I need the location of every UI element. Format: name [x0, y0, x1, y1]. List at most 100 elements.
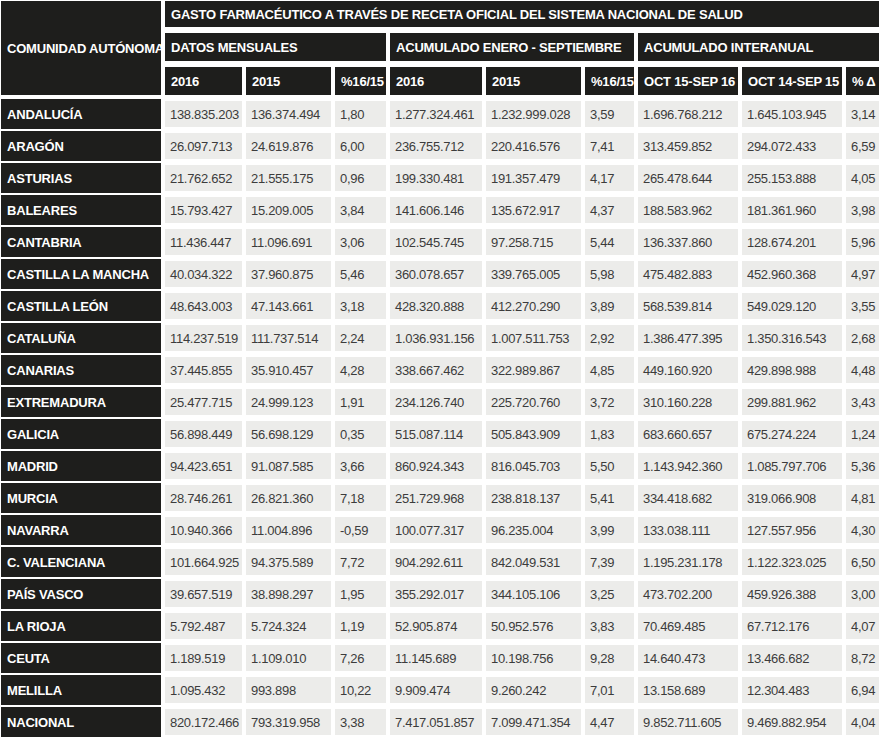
cell: 4,48	[846, 357, 879, 383]
cell: 127.557.956	[742, 517, 842, 543]
cell: 505.843.909	[486, 421, 581, 447]
cell: 339.765.005	[486, 261, 581, 287]
cell: 3,25	[585, 581, 634, 607]
row-label: CASTILLA LEÓN	[1, 291, 161, 321]
cell: 675.274.224	[742, 421, 842, 447]
cell: 5,98	[585, 261, 634, 287]
cell: 14.640.473	[638, 645, 738, 671]
cell: 475.482.883	[638, 261, 738, 287]
cell: 97.258.715	[486, 229, 581, 255]
cell: 1,19	[335, 613, 386, 639]
cell: 322.989.867	[486, 357, 581, 383]
cell: 4,85	[585, 357, 634, 383]
cell: 50.952.576	[486, 613, 581, 639]
cell: 1.189.519	[165, 645, 242, 671]
cell: 683.660.657	[638, 421, 738, 447]
cell: 4,04	[846, 709, 879, 735]
cell: 6,00	[335, 133, 386, 159]
cell: 191.357.479	[486, 165, 581, 191]
cell: 21.762.652	[165, 165, 242, 191]
cell: 3,89	[585, 293, 634, 319]
cell: 9.260.242	[486, 677, 581, 703]
cell: 1,83	[585, 421, 634, 447]
cell: 102.545.745	[390, 229, 482, 255]
cell: 7.099.471.354	[486, 709, 581, 735]
cell: 114.237.519	[165, 325, 242, 351]
cell: 225.720.760	[486, 389, 581, 415]
cell: 3,00	[846, 581, 879, 607]
cell: 1.036.931.156	[390, 325, 482, 351]
cell: 7,72	[335, 549, 386, 575]
cell: 188.583.962	[638, 197, 738, 223]
row-label: CANTABRIA	[1, 227, 161, 257]
cell: 91.087.585	[246, 453, 331, 479]
cell: 1.350.316.543	[742, 325, 842, 351]
table-title: GASTO FARMACÉUTICO A TRAVÉS DE RECETA OF…	[165, 1, 879, 27]
cell: 1.122.323.025	[742, 549, 842, 575]
cell: 4,05	[846, 165, 879, 191]
cell: 355.292.017	[390, 581, 482, 607]
row-label: BALEARES	[1, 195, 161, 225]
cell: 319.066.908	[742, 485, 842, 511]
cell: 128.674.201	[742, 229, 842, 255]
cell: 294.072.433	[742, 133, 842, 159]
cell: 9,28	[585, 645, 634, 671]
cell: 360.078.657	[390, 261, 482, 287]
cell: 9.909.474	[390, 677, 482, 703]
cell: 12.304.483	[742, 677, 842, 703]
cell: 4,28	[335, 357, 386, 383]
cell: 993.898	[246, 677, 331, 703]
cell: 459.926.388	[742, 581, 842, 607]
cell: 5,36	[846, 453, 879, 479]
cell: 10.940.366	[165, 517, 242, 543]
cell: 141.606.146	[390, 197, 482, 223]
cell: 1.386.477.395	[638, 325, 738, 351]
cell: 136.374.494	[246, 101, 331, 127]
cell: 1,24	[846, 421, 879, 447]
cell: 138.835.203	[165, 101, 242, 127]
row-label: MELILLA	[1, 675, 161, 705]
cell: 13.158.689	[638, 677, 738, 703]
cell: 3,43	[846, 389, 879, 415]
cell: 28.746.261	[165, 485, 242, 511]
cell: 24.619.876	[246, 133, 331, 159]
cell: 299.881.962	[742, 389, 842, 415]
cell: 4,30	[846, 517, 879, 543]
cell: 7,26	[335, 645, 386, 671]
cell: 2,24	[335, 325, 386, 351]
cell: 3,99	[585, 517, 634, 543]
cell: 820.172.466	[165, 709, 242, 735]
cell: 47.143.661	[246, 293, 331, 319]
cell: 5,50	[585, 453, 634, 479]
cell: 5.724.324	[246, 613, 331, 639]
cell: 3,06	[335, 229, 386, 255]
cell: 793.319.958	[246, 709, 331, 735]
cell: 816.045.703	[486, 453, 581, 479]
cell: 473.702.200	[638, 581, 738, 607]
cell: 56.898.449	[165, 421, 242, 447]
row-label: MURCIA	[1, 483, 161, 513]
cell: 135.672.917	[486, 197, 581, 223]
cell: 1,95	[335, 581, 386, 607]
row-label: NAVARRA	[1, 515, 161, 545]
col-header-acum-2015: 2015	[486, 67, 581, 95]
cell: 7,18	[335, 485, 386, 511]
cell: 1.095.432	[165, 677, 242, 703]
cell: 236.755.712	[390, 133, 482, 159]
cell: 1.109.010	[246, 645, 331, 671]
cell: 3,98	[846, 197, 879, 223]
cell: 7,01	[585, 677, 634, 703]
col-header-acum-2016: 2016	[390, 67, 482, 95]
cell: 265.478.644	[638, 165, 738, 191]
cell: 3,59	[585, 101, 634, 127]
col-header-mensual-2016: 2016	[165, 67, 242, 95]
cell: 452.960.368	[742, 261, 842, 287]
cell: 1.277.324.461	[390, 101, 482, 127]
cell: 37.960.875	[246, 261, 331, 287]
cell: 568.539.814	[638, 293, 738, 319]
cell: 25.477.715	[165, 389, 242, 415]
cell: 26.821.360	[246, 485, 331, 511]
cell: 48.643.003	[165, 293, 242, 319]
cell: 5,44	[585, 229, 634, 255]
cell: 0,96	[335, 165, 386, 191]
